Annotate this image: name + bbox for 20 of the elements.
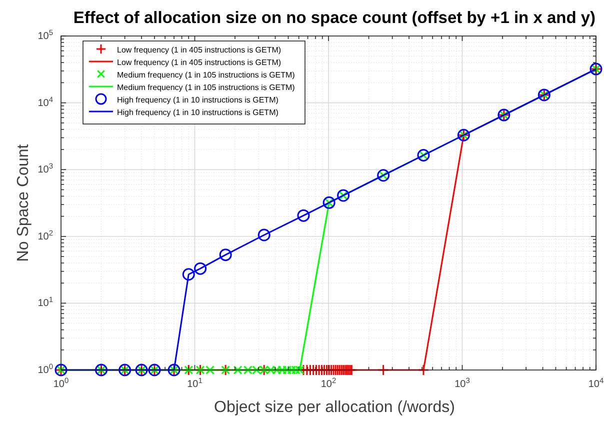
x-tick-label: 10$^{4}$: [588, 376, 604, 390]
chart-title: Effect of allocation size on no space count (offset by +1 in x and y): [73, 9, 596, 27]
x-tick-label: 10$^{1}$: [187, 376, 202, 390]
legend-label: Low frequency (1 in 405 instructions is GETM): [117, 58, 282, 67]
y-tick-label: 10$^{0}$: [38, 362, 53, 376]
legend-label: High frequency (1 in 10 instructions is GETM): [117, 108, 279, 117]
y-tick-label: 10$^{4}$: [38, 94, 53, 109]
legend-label: Medium frequency (1 in 105 instructions is GETM): [117, 70, 296, 80]
x-axis-title: Object size per allocation (/words): [214, 399, 455, 416]
legend-label: High frequency (1 in 10 instructions is GETM): [117, 96, 279, 104]
y-axis-title: No Space Count: [15, 144, 32, 262]
x-tick-label: 10$^{0}$: [53, 376, 69, 390]
legend-label: Medium frequency (1 in 105 instructions is GETM): [117, 83, 296, 92]
y-tick-label: 10$^{1}$: [38, 294, 53, 310]
x-tick-label: 10$^{2}$: [320, 376, 336, 390]
y-tick-label: 10$^{2}$: [38, 228, 53, 242]
y-tick-label: 10$^{3}$: [38, 161, 53, 176]
x-tick-label: 10$^{3}$: [454, 376, 470, 390]
legend-label: Low frequency (1 in 405 instructions is GETM): [117, 46, 282, 54]
y-tick-label: 10$^{5}$: [38, 28, 53, 42]
